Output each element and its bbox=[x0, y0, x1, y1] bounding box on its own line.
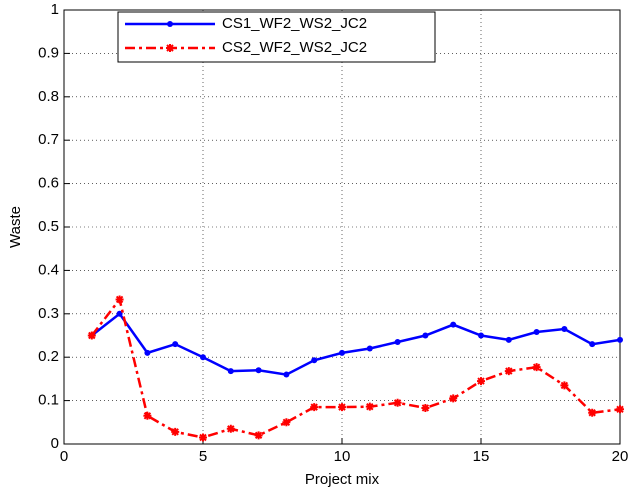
data-point bbox=[311, 357, 318, 364]
data-point bbox=[254, 431, 263, 440]
data-point bbox=[478, 332, 484, 339]
data-point bbox=[283, 371, 290, 378]
x-tick-label: 10 bbox=[334, 448, 351, 465]
y-tick-label: 0.7 bbox=[38, 131, 59, 148]
data-point bbox=[505, 336, 512, 343]
y-tick-label: 1 bbox=[51, 1, 59, 18]
data-point bbox=[422, 332, 429, 339]
y-tick-label: 0.5 bbox=[38, 218, 59, 235]
y-tick-label: 0.6 bbox=[38, 175, 59, 192]
y-tick-label: 0 bbox=[51, 435, 59, 452]
x-tick-label: 5 bbox=[199, 448, 207, 465]
legend-label: CS1_WF2_WS2_JC2 bbox=[222, 15, 367, 32]
data-point bbox=[477, 377, 485, 386]
legend-label: CS2_WF2_WS2_JC2 bbox=[222, 39, 367, 56]
data-point bbox=[255, 367, 262, 374]
data-point bbox=[338, 403, 346, 412]
data-point bbox=[115, 295, 124, 304]
data-point bbox=[588, 408, 597, 417]
data-point bbox=[394, 339, 401, 346]
data-point bbox=[116, 310, 123, 317]
data-point bbox=[143, 411, 152, 420]
data-point bbox=[393, 398, 402, 407]
y-tick-label: 0.3 bbox=[38, 305, 59, 322]
series-line bbox=[90, 296, 621, 439]
data-point bbox=[449, 394, 458, 403]
data-point bbox=[589, 341, 596, 348]
y-axis-label: Waste bbox=[7, 206, 24, 248]
data-point bbox=[282, 418, 291, 427]
data-point bbox=[616, 405, 624, 414]
data-point bbox=[87, 331, 96, 340]
x-axis-label: Project mix bbox=[305, 471, 380, 488]
data-point bbox=[560, 381, 569, 390]
x-tick-label: 0 bbox=[60, 448, 68, 465]
y-tick-label: 0.8 bbox=[38, 88, 59, 105]
x-tick-label: 20 bbox=[612, 448, 629, 465]
y-tick-label: 0.9 bbox=[38, 44, 59, 61]
data-point bbox=[617, 336, 623, 343]
data-point bbox=[504, 367, 513, 376]
data-point bbox=[144, 349, 151, 356]
plot-frame bbox=[63, 9, 621, 445]
data-point bbox=[226, 424, 235, 433]
legend-box bbox=[117, 11, 436, 63]
data-point bbox=[366, 345, 373, 352]
data-point bbox=[533, 329, 540, 336]
x-tick-label: 15 bbox=[473, 448, 490, 465]
data-point bbox=[171, 427, 180, 436]
data-point bbox=[199, 433, 207, 442]
data-point bbox=[172, 341, 179, 348]
data-point bbox=[227, 368, 234, 375]
data-point bbox=[532, 363, 541, 372]
series-line bbox=[91, 312, 621, 376]
data-point bbox=[339, 349, 345, 356]
data-point bbox=[200, 354, 206, 361]
y-tick-label: 0.2 bbox=[38, 348, 59, 365]
data-point bbox=[561, 325, 568, 332]
data-point bbox=[421, 403, 430, 412]
legend-marker bbox=[166, 44, 174, 52]
data-point bbox=[365, 402, 374, 411]
y-tick-label: 0.1 bbox=[38, 392, 59, 409]
legend-marker bbox=[167, 21, 173, 27]
data-point bbox=[310, 403, 319, 412]
y-tick-label: 0.4 bbox=[38, 261, 59, 278]
data-point bbox=[450, 321, 457, 328]
